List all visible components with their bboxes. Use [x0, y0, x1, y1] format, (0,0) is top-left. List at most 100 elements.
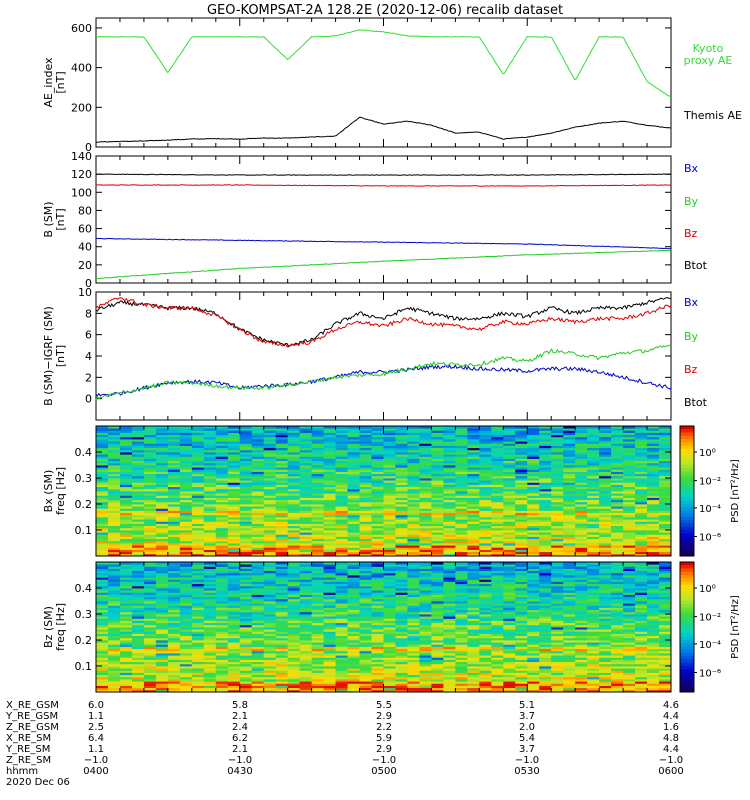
bz-spectrogram-cell [119, 679, 133, 682]
bx-spectrogram-cell [479, 447, 492, 451]
bz-spectrogram-cell [323, 637, 336, 641]
bx-spectrogram-cell [155, 510, 169, 514]
bz-spectrogram-cell [347, 562, 360, 565]
bz-spectrogram-cell [311, 631, 325, 634]
bz-spectrogram-cell [131, 689, 145, 693]
bx-spectrogram-cell [623, 521, 636, 524]
bz-spectrogram-cell [263, 588, 277, 591]
bx-spectrogram-cell [443, 491, 456, 494]
bz-spectrogram-cell [131, 614, 145, 617]
bz-spectrogram-cell [227, 637, 241, 641]
bx-spectrogram-cell [203, 484, 217, 488]
bx-spectrogram-cell [563, 493, 576, 496]
bz-spectrogram-cell [347, 616, 360, 619]
bx-spectrogram-cell [539, 538, 552, 542]
bx-spectrogram-cell [167, 508, 181, 511]
bx-spectrogram-cell [299, 501, 313, 505]
bx-spectrogram-cell [239, 471, 253, 475]
bx-spectrogram-cell [383, 441, 396, 444]
bz-spectrogram-cell [143, 585, 157, 589]
bx-spectrogram-cell [179, 504, 193, 507]
bx-spectrogram-cell [119, 497, 133, 501]
bx-spectrogram-cell [359, 543, 372, 546]
bz-spectrogram-cell [263, 572, 277, 576]
bz-spectrogram-cell [287, 603, 301, 606]
bz-spectrogram-cell [335, 689, 348, 693]
bz-spectrogram-cell [311, 653, 325, 656]
bx-spectrogram-cell [203, 478, 217, 481]
bx-spectrogram-cell [167, 521, 181, 524]
bz-spectrogram-cell [395, 581, 408, 585]
bx-spectrogram-cell [167, 439, 181, 442]
bz-spectrogram-cell [203, 575, 217, 578]
bx-spectrogram-cell [155, 534, 169, 537]
bx-spectrogram-cell [227, 508, 241, 511]
bz-spectrogram-cell [263, 605, 277, 608]
bx-spectrogram-cell [395, 462, 408, 466]
bx-spectrogram-cell [359, 458, 372, 462]
bx-spectrogram-cell [251, 434, 265, 438]
bx-spectrogram-cell [587, 430, 600, 433]
bz-spectrogram-cell [227, 663, 241, 667]
bx-spectrogram-cell [323, 547, 336, 550]
bx-spectrogram-cell [311, 462, 325, 466]
bx-spectrogram-cell [491, 504, 504, 507]
bx-spectrogram-cell [263, 553, 277, 557]
bx-spectrogram-cell [551, 504, 564, 507]
bx-spectrogram-cell [96, 506, 109, 509]
bx-spectrogram-cell [491, 553, 504, 557]
bx-spectrogram-cell [167, 512, 181, 516]
bz-spectrogram-cell [131, 601, 145, 604]
bx-spectrogram-cell [143, 467, 157, 470]
bx-spectrogram-cell [96, 538, 109, 542]
bx-spectrogram-cell [287, 462, 301, 466]
bx-spectrogram-cell [311, 491, 325, 494]
bz-spectrogram-cell [119, 676, 133, 680]
bz-spectrogram-cell [131, 572, 145, 576]
bx-spectrogram-cell [155, 538, 169, 542]
bz-spectrogram-cell [347, 685, 360, 689]
bx-spectrogram-cell [527, 452, 540, 455]
bz-spectrogram-cell [143, 631, 157, 634]
bx-spectrogram-cell [443, 506, 456, 509]
bx-spectrogram-cell [323, 549, 336, 553]
bx-spectrogram-cell [311, 547, 325, 550]
bx-spectrogram-cell [179, 449, 193, 453]
bz-spectrogram-cell [407, 683, 420, 686]
bz-spectrogram-cell [155, 644, 169, 647]
bx-spectrogram-cell [227, 501, 241, 505]
bz-spectrogram-cell [155, 635, 169, 639]
bz-spectrogram-cell [191, 596, 205, 600]
bx-spectrogram-cell [407, 458, 420, 462]
bx-spectrogram-cell [467, 547, 480, 550]
bx-spectrogram-cell [311, 465, 325, 468]
bx-spectrogram-cell [515, 478, 528, 481]
bz-spectrogram-cell [359, 583, 372, 587]
bx-spectrogram-cell [287, 543, 301, 546]
bx-spectrogram-cell [96, 473, 109, 477]
bx-spectrogram-cell [611, 491, 624, 494]
bx-spectrogram-cell [359, 525, 372, 529]
bz-spectrogram-cell [443, 653, 456, 656]
bz-spectrogram-cell [119, 663, 133, 667]
bx-spectrogram-cell [647, 482, 660, 485]
bz-spectrogram-cell [371, 646, 384, 650]
bx-spectrogram-cell [275, 514, 289, 518]
bx-spectrogram-cell [107, 551, 121, 555]
bx-spectrogram-cell [407, 514, 420, 518]
bz-spectrogram-cell [383, 566, 396, 569]
bx-spectrogram-cell [431, 471, 444, 475]
bx-spectrogram-cell [155, 517, 169, 520]
bx-spectrogram-cell [287, 495, 301, 498]
bx-spectrogram-cell [527, 458, 540, 462]
bx-spectrogram-cell [287, 428, 301, 431]
bx-spectrogram-cell [323, 506, 336, 509]
bz-spectrogram-cell [407, 616, 420, 619]
bz-spectrogram-cell [215, 588, 229, 591]
bx-spectrogram-cell [587, 462, 600, 466]
bx-spectrogram-cell [107, 495, 121, 498]
bx-spectrogram-cell [239, 530, 253, 533]
bx-spectrogram-cell [299, 497, 313, 501]
bz-spectrogram-cell [275, 674, 289, 678]
bx-spectrogram-cell [551, 426, 564, 429]
